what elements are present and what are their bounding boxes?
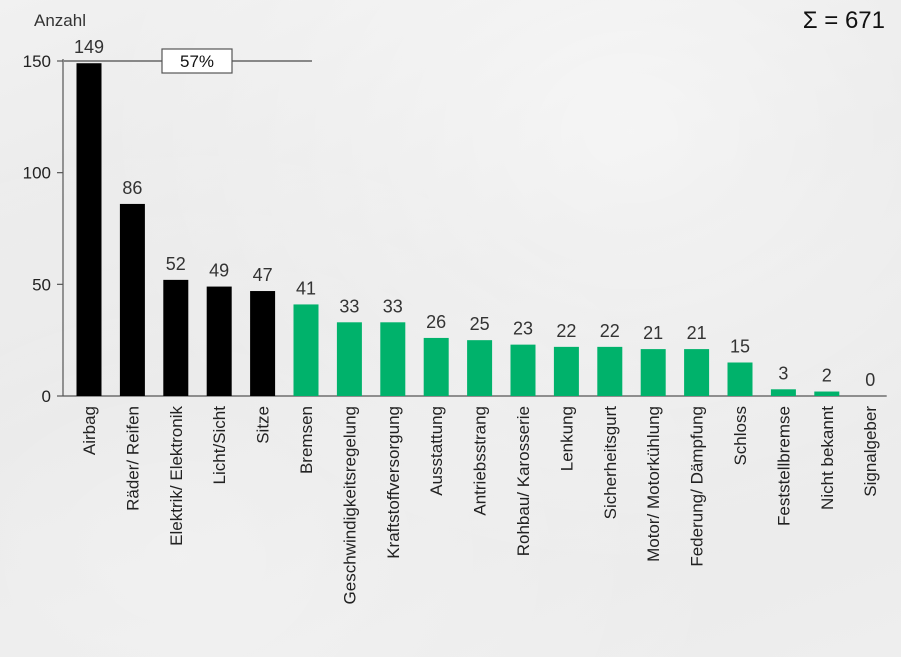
share-box [161, 48, 233, 74]
value-label: 47 [253, 265, 273, 285]
category-label: Sitze [254, 406, 273, 444]
value-label: 2 [822, 366, 832, 386]
value-label: 21 [687, 323, 707, 343]
value-label: 52 [166, 254, 186, 274]
value-label: 49 [209, 261, 229, 281]
category-label: Nicht bekannt [818, 406, 837, 510]
bar [336, 322, 362, 396]
value-label: 33 [339, 296, 359, 316]
category-label: Räder/ Reifen [123, 406, 142, 511]
category-label: Licht/Sicht [210, 406, 229, 485]
value-label: 0 [865, 370, 875, 390]
value-label: 149 [74, 37, 104, 57]
category-label: Rohbau/ Karosserie [514, 406, 533, 556]
value-label: 3 [778, 363, 788, 383]
value-label: 25 [470, 314, 490, 334]
bars: 149 Airbag 86 Räder/ Reifen 52 Elektrik/ Elek… [74, 37, 880, 604]
bar [380, 322, 406, 396]
bar [423, 337, 449, 396]
value-label: 23 [513, 319, 533, 339]
bar [250, 291, 276, 396]
bar [206, 286, 232, 396]
category-label: Antriebsstrang [471, 406, 490, 516]
value-label: 33 [383, 296, 403, 316]
value-label: 22 [556, 321, 576, 341]
value-label: 26 [426, 312, 446, 332]
category-label: Ausstattung [427, 406, 446, 496]
bar [684, 349, 710, 396]
value-label: 15 [730, 337, 750, 357]
category-label: Feststellbremse [774, 406, 793, 526]
value-label: 21 [643, 323, 663, 343]
bar [163, 279, 189, 396]
bar [640, 349, 666, 396]
category-label: Signalgeber [861, 406, 880, 497]
bar [510, 344, 536, 396]
y-tick-label: 0 [42, 387, 51, 406]
category-label: Elektrik/ Elektronik [167, 406, 186, 546]
bar [553, 346, 579, 396]
category-label: Federung/ Dämpfung [688, 406, 707, 567]
value-label: 41 [296, 278, 316, 298]
value-label: 86 [122, 178, 142, 198]
bar [814, 391, 840, 396]
bar [770, 389, 796, 396]
category-label: Schloss [731, 406, 750, 466]
category-label: Motor/ Motorkühlung [644, 406, 663, 562]
y-tick-label: 150 [23, 52, 51, 71]
share-bracket: 57% [63, 48, 312, 74]
bar [597, 346, 623, 396]
total-label: Σ = 671 [803, 7, 885, 34]
category-label: Lenkung [557, 406, 576, 471]
bar [467, 340, 493, 396]
category-label: Geschwindigkeitsregelung [340, 406, 359, 604]
category-label: Sicherheitsgurt [601, 406, 620, 520]
share-label: 57% [180, 52, 214, 71]
bar [727, 362, 753, 396]
category-label: Kraftstoffversorgung [384, 406, 403, 559]
value-label: 22 [600, 321, 620, 341]
category-label: Airbag [80, 406, 99, 455]
category-label: Bremsen [297, 406, 316, 474]
y-tick-label: 100 [23, 164, 51, 183]
bar [76, 63, 102, 396]
y-tick-label: 50 [32, 275, 51, 294]
bar [119, 203, 145, 396]
y-axis-title: Anzahl [34, 11, 86, 30]
bar [293, 304, 319, 396]
